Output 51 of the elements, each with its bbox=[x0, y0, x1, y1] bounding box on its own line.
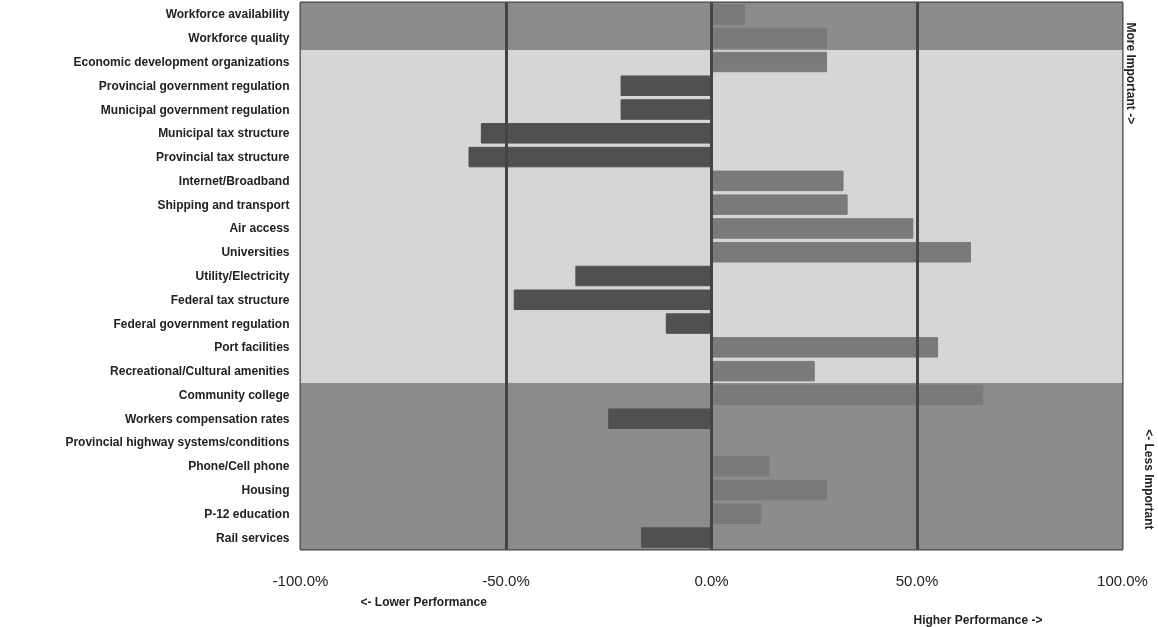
y-tick-label: Port facilities bbox=[214, 340, 290, 355]
y-tick-label: Municipal tax structure bbox=[158, 126, 290, 141]
y-tick-label: Rail services bbox=[216, 530, 290, 545]
x-tick-label: -100.0% bbox=[272, 571, 329, 589]
bar bbox=[608, 408, 712, 429]
y-tick-label: Federal government regulation bbox=[113, 316, 290, 331]
y-tick-label: Provincial tax structure bbox=[156, 150, 290, 165]
y-tick-label: Provincial highway systems/conditions bbox=[65, 435, 290, 450]
bar bbox=[513, 289, 712, 311]
y-tick-label: Municipal government regulation bbox=[100, 102, 290, 117]
y-tick-label: Workforce quality bbox=[188, 31, 290, 46]
y-tick-label: Economic development organizations bbox=[73, 54, 290, 69]
y-tick-label: Phone/Cell phone bbox=[188, 459, 290, 474]
bar bbox=[711, 4, 745, 25]
y-tick-label: Utility/Electricity bbox=[195, 269, 290, 283]
text: Higher Performance -> bbox=[913, 612, 1043, 627]
bar bbox=[711, 170, 844, 192]
y-tick-label: Internet/Broadband bbox=[178, 173, 290, 188]
bar bbox=[665, 313, 712, 334]
bar bbox=[711, 360, 815, 382]
text: More Important -> bbox=[1123, 22, 1138, 125]
x-tick-label: 100.0% bbox=[1097, 571, 1148, 589]
y-tick-label: P-12 education bbox=[204, 506, 290, 521]
bar bbox=[711, 51, 828, 73]
x-tick-label: -50.0% bbox=[482, 571, 530, 589]
bar bbox=[711, 479, 828, 501]
y-tick-label: Federal tax structure bbox=[170, 292, 290, 307]
x-tick-label: 0.0% bbox=[694, 571, 729, 589]
text: <- Lower Performance bbox=[360, 594, 488, 609]
y-tick-label: Universities bbox=[221, 245, 290, 260]
bar bbox=[575, 265, 712, 287]
bar bbox=[711, 384, 984, 406]
text: <- Less Important bbox=[1141, 429, 1156, 530]
bar bbox=[711, 27, 828, 49]
bar bbox=[711, 241, 971, 263]
bar bbox=[711, 194, 848, 215]
y-tick-label: Housing bbox=[241, 483, 290, 498]
bar bbox=[620, 99, 712, 120]
y-tick-label: Workforce availability bbox=[165, 7, 290, 22]
y-tick-label: Shipping and transport bbox=[157, 197, 290, 212]
y-tick-label: Provincial government regulation bbox=[98, 78, 290, 93]
bar bbox=[711, 456, 770, 477]
bar bbox=[711, 218, 914, 239]
y-tick-label: Recreational/Cultural amenities bbox=[110, 364, 290, 379]
bar bbox=[711, 503, 762, 525]
x-tick-label: 50.0% bbox=[895, 571, 939, 589]
y-tick-label: Community college bbox=[178, 387, 290, 402]
bar bbox=[711, 337, 939, 358]
y-tick-label: Air access bbox=[229, 221, 290, 236]
y-tick-label: Workers compensation rates bbox=[125, 411, 290, 426]
bar bbox=[620, 75, 712, 96]
